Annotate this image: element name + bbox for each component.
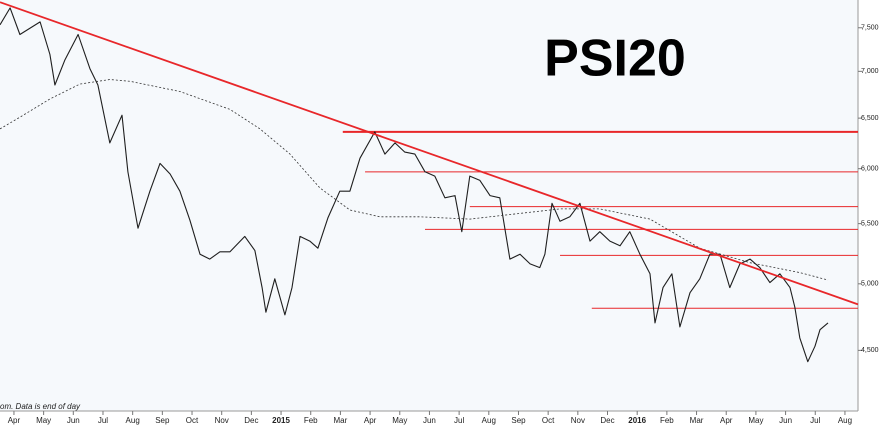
x-tick-label: Aug xyxy=(482,416,496,425)
x-tick-label: Nov xyxy=(571,416,585,425)
x-tick-label: Sep xyxy=(155,416,170,425)
x-tick-label: Jul xyxy=(98,416,108,425)
x-tick-label: Dec xyxy=(600,416,614,425)
x-tick-label: Oct xyxy=(542,416,555,425)
x-tick-label: Oct xyxy=(186,416,199,425)
x-tick-label: Apr xyxy=(8,416,21,425)
x-tick-label: Jul xyxy=(810,416,820,425)
y-tick-label: 6,000 xyxy=(861,166,879,173)
moving-average xyxy=(0,79,829,281)
y-tick-label: 6,500 xyxy=(861,115,879,122)
x-tick-label: Mar xyxy=(690,416,704,425)
x-tick-label: 2015 xyxy=(272,416,290,425)
x-tick-label: Apr xyxy=(720,416,733,425)
x-tick-label: May xyxy=(392,416,407,425)
y-tick-label: 7,500 xyxy=(861,25,879,32)
x-tick-label: Dec xyxy=(244,416,258,425)
x-tick-label: Sep xyxy=(511,416,526,425)
footnote: om. Data is end of day xyxy=(0,402,81,411)
y-tick-label: 5,500 xyxy=(861,220,879,227)
x-tick-label: Aug xyxy=(838,416,852,425)
x-tick-label: Mar xyxy=(334,416,348,425)
x-tick-label: Apr xyxy=(364,416,377,425)
x-tick-label: Feb xyxy=(660,416,674,425)
plot-area xyxy=(0,0,858,411)
x-tick-label: May xyxy=(748,416,763,425)
x-tick-label: Nov xyxy=(215,416,229,425)
x-tick-label: Jun xyxy=(67,416,80,425)
price-line xyxy=(0,7,829,363)
y-axis-area xyxy=(858,0,880,427)
trend-line xyxy=(0,1,859,306)
x-tick-label: 2016 xyxy=(628,416,646,425)
x-tick-label: Jul xyxy=(454,416,464,425)
y-tick-label: 4,500 xyxy=(861,347,879,354)
x-tick-label: Jun xyxy=(779,416,792,425)
y-tick-label: 5,000 xyxy=(861,281,879,288)
x-tick-label: May xyxy=(36,416,51,425)
chart-title: PSI20 xyxy=(544,30,686,88)
x-tick-label: Jun xyxy=(423,416,436,425)
y-tick-label: 7,000 xyxy=(861,68,879,75)
x-tick-label: Feb xyxy=(304,416,318,425)
x-tick-label: Aug xyxy=(126,416,140,425)
